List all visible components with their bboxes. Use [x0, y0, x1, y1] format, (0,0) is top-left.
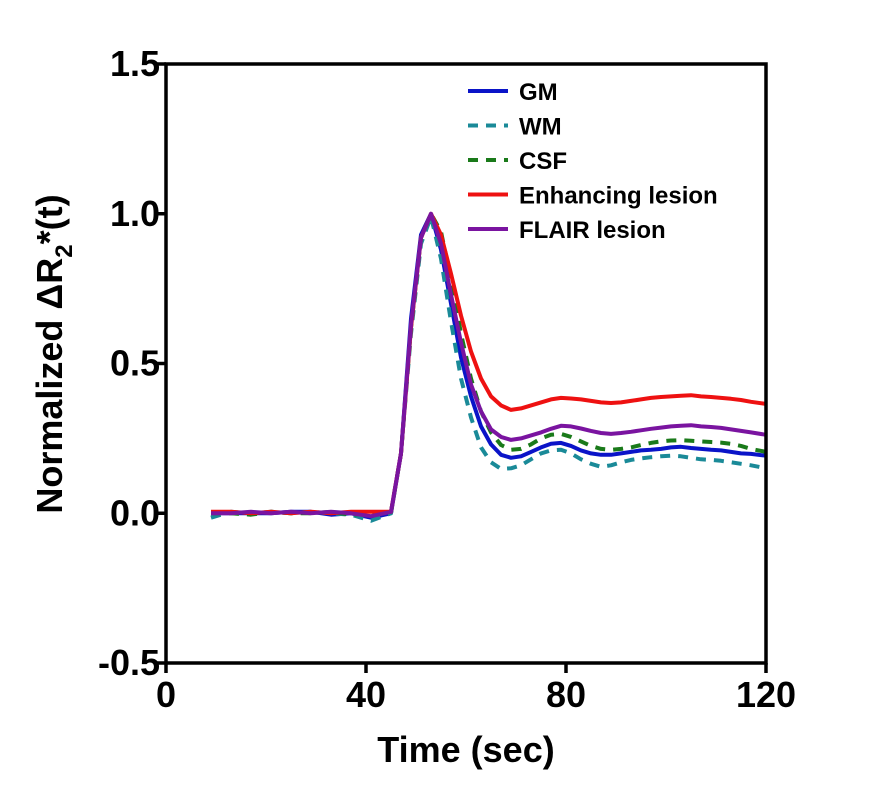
y-axis-title: Normalized ΔR2*(t) [29, 194, 78, 513]
y-axis-title-prefix: Normalized ΔR [29, 258, 70, 514]
legend-label-enhancing-lesion: Enhancing lesion [519, 183, 718, 210]
y-tick-label: -0.5 [98, 642, 160, 683]
legend: GM WM CSF Enhancing lesion FLAIR lesion [468, 79, 718, 244]
x-tick-label: 120 [736, 674, 796, 715]
legend-label-flair-lesion: FLAIR lesion [519, 217, 666, 244]
legend-label-wm: WM [519, 114, 562, 141]
x-tick-label: 0 [156, 674, 176, 715]
series-line-enhancing-lesion [211, 211, 767, 516]
y-tick-label: 0.5 [110, 343, 160, 384]
series-layer [210, 211, 767, 523]
x-axis-title: Time (sec) [377, 729, 554, 770]
y-tick-label: 1.5 [110, 43, 160, 84]
legend-label-csf: CSF [519, 148, 567, 175]
series-line-gm [211, 211, 767, 520]
legend-label-gm: GM [519, 79, 558, 106]
series-line-wm [210, 214, 767, 523]
x-tick-label: 40 [346, 674, 386, 715]
y-tick-label: 0.0 [110, 492, 160, 533]
tick-layer: 0 40 80 120 -0.5 0.0 0.5 1.0 1.5 [98, 43, 796, 715]
series-line-flair-lesion [211, 211, 767, 519]
series-line-csf [211, 211, 767, 517]
x-tick-label: 80 [546, 674, 586, 715]
y-axis-title-subscript: 2 [51, 244, 78, 257]
y-axis-title-suffix: *(t) [29, 194, 70, 244]
y-tick-label: 1.0 [110, 193, 160, 234]
